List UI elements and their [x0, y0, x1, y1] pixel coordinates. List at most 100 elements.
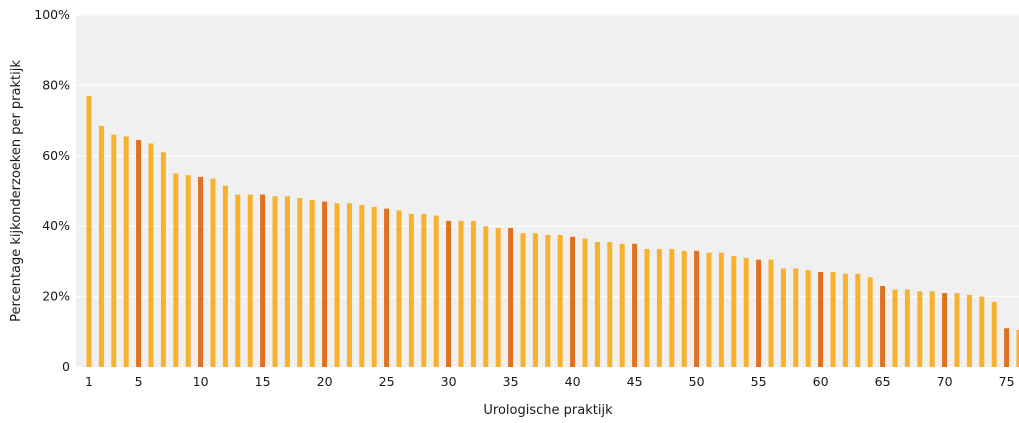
y-tick-label: 60%: [42, 148, 70, 163]
x-tick-label: 5: [135, 374, 143, 389]
bar: [743, 257, 749, 367]
bar: [731, 256, 737, 367]
bar: [346, 203, 352, 367]
x-axis-ticks: 1 5 10 15 20 25 30 35 40 45 50 55 60 65 70 75: [85, 374, 1015, 389]
bar: [222, 185, 228, 367]
bar: [532, 233, 538, 367]
x-tick-label: 60: [813, 374, 829, 389]
bar: [508, 227, 514, 367]
bar: [718, 252, 724, 367]
bars: [86, 95, 1019, 368]
y-tick-label: 0: [62, 359, 70, 374]
bar: [706, 252, 712, 367]
bar: [297, 198, 303, 367]
y-axis-ticks: 0 20% 40% 60% 80% 100%: [34, 7, 70, 374]
bar: [880, 286, 886, 367]
bar: [1004, 328, 1010, 367]
bar: [557, 235, 563, 367]
x-tick-label: 55: [751, 374, 767, 389]
bar: [458, 220, 464, 367]
bar: [210, 178, 216, 367]
bar: [260, 194, 266, 367]
bar: [855, 273, 861, 367]
bar: [396, 210, 402, 367]
bar: [756, 259, 762, 367]
bar: [594, 242, 600, 367]
bar: [495, 227, 501, 367]
bar: [470, 220, 476, 367]
bar: [793, 268, 799, 367]
y-tick-label: 20%: [42, 289, 70, 304]
y-tick-label: 100%: [34, 7, 70, 22]
bar: [545, 235, 551, 367]
bar: [322, 201, 328, 367]
bar: [805, 270, 811, 367]
bar: [842, 273, 848, 367]
x-tick-label: 25: [379, 374, 395, 389]
x-tick-label: 70: [937, 374, 953, 389]
bar: [669, 249, 675, 367]
y-tick-label: 40%: [42, 218, 70, 233]
bar: [247, 194, 253, 367]
bar: [185, 175, 191, 367]
bar: [421, 213, 427, 367]
bar: [284, 196, 290, 367]
x-tick-label: 75: [999, 374, 1015, 389]
bar: [929, 291, 935, 367]
bar: [892, 289, 898, 367]
x-tick-label: 35: [503, 374, 519, 389]
bar: [160, 152, 166, 367]
bar: [148, 143, 154, 367]
bar: [483, 226, 489, 367]
bar: [198, 176, 204, 367]
bar: [830, 271, 836, 367]
bar: [570, 236, 576, 367]
bar: [334, 203, 340, 367]
bar: [966, 294, 972, 367]
bar: [111, 134, 117, 367]
x-tick-label: 1: [85, 374, 93, 389]
bar: [235, 194, 241, 367]
bar: [371, 206, 377, 367]
bar: [694, 250, 700, 367]
bar: [408, 213, 414, 367]
bar: [433, 215, 439, 367]
bar: [979, 296, 985, 367]
bar: [446, 220, 452, 367]
bar: [632, 243, 638, 367]
bar: [86, 95, 92, 368]
bar: [1016, 330, 1019, 367]
bar: [656, 249, 662, 367]
bar: [904, 289, 910, 367]
x-tick-label: 15: [255, 374, 271, 389]
bar: [768, 259, 774, 367]
x-tick-label: 30: [441, 374, 457, 389]
bar: [359, 205, 365, 367]
x-tick-label: 45: [627, 374, 643, 389]
bar: [942, 293, 948, 367]
bar: [780, 268, 786, 367]
bar: [123, 136, 129, 367]
bar: [136, 139, 142, 367]
bar: [607, 242, 613, 367]
bar: [272, 196, 278, 367]
bar: [818, 271, 824, 367]
y-axis-label: Percentage kijkonderzoeken per praktijk: [9, 60, 24, 322]
grid-lines: [76, 14, 1019, 298]
bar: [681, 250, 687, 367]
bar: [520, 233, 526, 367]
bar: [309, 199, 315, 367]
bar: [644, 249, 650, 367]
y-tick-label: 80%: [42, 77, 70, 92]
x-axis-label: Urologische praktijk: [483, 403, 613, 418]
bar: [991, 301, 997, 367]
bar: [954, 293, 960, 367]
bar: [867, 277, 873, 367]
x-tick-label: 40: [565, 374, 581, 389]
bar: [582, 238, 588, 367]
x-tick-label: 65: [875, 374, 891, 389]
bar: [619, 243, 625, 367]
x-tick-label: 50: [689, 374, 705, 389]
x-tick-label: 20: [317, 374, 333, 389]
bar: [917, 291, 923, 367]
